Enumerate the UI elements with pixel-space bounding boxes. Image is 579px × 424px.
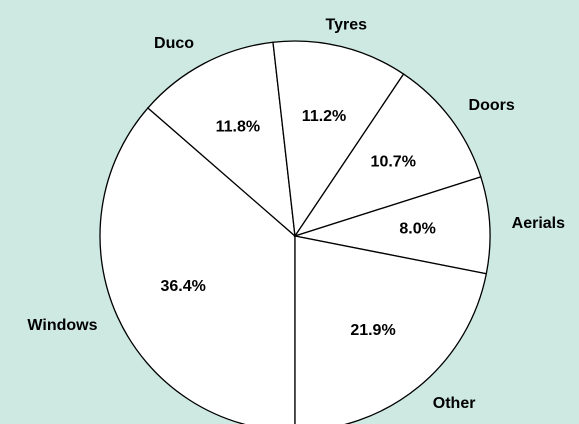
slice-category-label: Duco xyxy=(154,35,194,52)
slice-value-label: 36.4% xyxy=(161,278,206,295)
slice-category-label: Windows xyxy=(27,317,97,334)
slice-category-label: Tyres xyxy=(326,16,368,33)
slice-category-label: Other xyxy=(433,395,476,412)
slice-category-label: Doors xyxy=(469,97,515,114)
pie-slice xyxy=(294,176,491,275)
pie-slice xyxy=(99,107,296,424)
pie-slice xyxy=(147,41,296,238)
slice-value-label: 10.7% xyxy=(371,153,416,170)
pie-slice xyxy=(293,73,482,238)
slice-value-label: 8.0% xyxy=(399,220,435,237)
pie-slice xyxy=(294,235,488,424)
pie-slice xyxy=(272,40,405,238)
slice-value-label: 21.9% xyxy=(350,322,395,339)
slice-category-label: Aerials xyxy=(512,215,565,232)
slice-value-label: 11.2% xyxy=(302,108,346,125)
slice-value-label: 11.8% xyxy=(216,118,260,135)
